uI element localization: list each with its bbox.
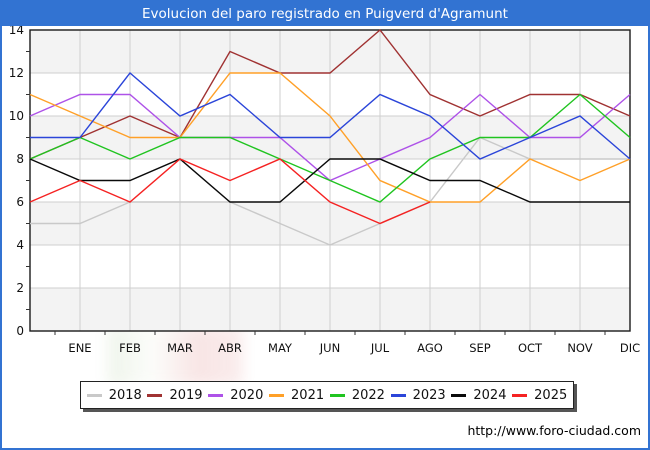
chart-title: Evolucion del paro registrado en Puigver… [2, 2, 648, 26]
line-2023 [30, 71, 631, 160]
y-tick-label: 14 [9, 23, 24, 37]
y-tick-label: 12 [9, 66, 24, 80]
y-tick-label: 2 [16, 281, 24, 295]
legend: 2018 2019 2020 2021 2022 2023 2024 2025 [80, 381, 574, 409]
legend-item-2023: 2023 [390, 387, 446, 403]
foro-ciudad-watermark [108, 326, 243, 386]
footer-url[interactable]: http://www.foro-ciudad.com [467, 423, 641, 438]
legend-item-2018: 2018 [86, 387, 142, 403]
legend-swatch-2018 [86, 393, 102, 397]
x-tick-label-ago: AGO [417, 341, 443, 355]
legend-label-2021: 2021 [291, 387, 325, 403]
y-tick-label: 4 [16, 238, 24, 252]
x-tick-label-jul: JUL [370, 341, 390, 355]
y-tick-label: 10 [9, 109, 24, 123]
legend-label-2019: 2019 [169, 387, 203, 403]
line-2019 [29, 28, 631, 160]
legend-swatch-2024 [451, 393, 467, 397]
x-tick-label-abr: ABR [218, 341, 242, 355]
y-tick-label: 6 [16, 195, 24, 209]
x-tick-label-jun: JUN [319, 341, 340, 355]
legend-label-2025: 2025 [534, 387, 568, 403]
legend-label-2022: 2022 [351, 387, 385, 403]
x-tick-label-feb: FEB [119, 341, 141, 355]
legend-item-2020: 2020 [208, 388, 263, 403]
legend-swatch-2025 [512, 393, 528, 397]
x-tick-label-may: MAY [268, 341, 293, 355]
legend-item-2024: 2024 [451, 388, 506, 403]
x-tick-label-nov: NOV [567, 341, 592, 355]
x-tick-label-oct: OCT [518, 341, 543, 355]
legend-item-2021: 2021 [269, 388, 324, 403]
line-2024 [29, 158, 630, 203]
legend-label-2023: 2023 [412, 387, 446, 403]
legend-swatch-2019 [147, 393, 163, 397]
legend-swatch-2023 [390, 393, 406, 397]
legend-item-2019: 2019 [147, 387, 203, 403]
legend-label-2024: 2024 [473, 387, 507, 403]
line-2025 [29, 158, 431, 225]
line-2021 [29, 72, 631, 203]
x-tick-label-dic: DIC [620, 341, 640, 355]
legend-label-2020: 2020 [230, 387, 264, 403]
y-tick-label: 0 [16, 324, 24, 338]
legend-swatch-2021 [269, 393, 285, 397]
x-tick-label-sep: SEP [469, 341, 491, 355]
legend-label-2018: 2018 [108, 387, 142, 403]
legend-item-2025: 2025 [512, 388, 567, 403]
x-tick-label-ene: ENE [68, 341, 91, 355]
legend-swatch-2022 [329, 393, 345, 397]
legend-item-2022: 2022 [329, 387, 385, 403]
footer: http://www.foro-ciudad.com [467, 423, 641, 438]
legend-swatch-2020 [208, 393, 224, 397]
y-tick-label: 8 [16, 152, 24, 166]
x-tick-label-mar: MAR [167, 341, 193, 355]
